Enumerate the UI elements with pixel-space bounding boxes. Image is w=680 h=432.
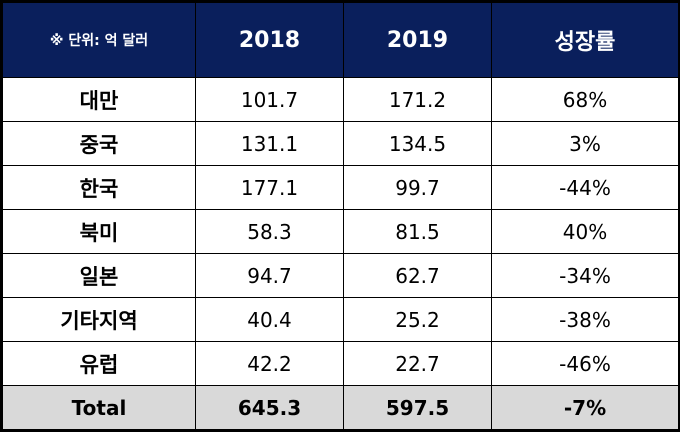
column-header-2018: 2018 <box>195 2 344 78</box>
unit-label: ※ 단위: 억 달러 <box>2 2 196 78</box>
value-2018-cell: 177.1 <box>195 165 344 210</box>
value-2018-cell: 131.1 <box>195 121 344 166</box>
table-row: 유럽 42.2 22.7 -46% <box>2 341 679 386</box>
table-row: 기타지역 40.4 25.2 -38% <box>2 297 679 342</box>
total-row: Total 645.3 597.5 -7% <box>2 385 679 430</box>
value-2018-cell: 94.7 <box>195 253 344 298</box>
column-header-growth: 성장률 <box>491 2 679 78</box>
value-2019-cell: 22.7 <box>343 341 492 386</box>
region-cell: 대만 <box>2 77 196 122</box>
growth-cell: -34% <box>491 253 679 298</box>
table-row: 대만 101.7 171.2 68% <box>2 77 679 122</box>
growth-cell: 3% <box>491 121 679 166</box>
value-2019-cell: 25.2 <box>343 297 492 342</box>
growth-cell: -44% <box>491 165 679 210</box>
table-row: 일본 94.7 62.7 -34% <box>2 253 679 298</box>
region-cell: 기타지역 <box>2 297 196 342</box>
value-2019-cell: 171.2 <box>343 77 492 122</box>
value-2018-cell: 58.3 <box>195 209 344 254</box>
growth-cell: 68% <box>491 77 679 122</box>
region-cell: 한국 <box>2 165 196 210</box>
total-growth-cell: -7% <box>491 385 679 430</box>
region-cell: 중국 <box>2 121 196 166</box>
value-2019-cell: 81.5 <box>343 209 492 254</box>
growth-cell: -38% <box>491 297 679 342</box>
table-row: 한국 177.1 99.7 -44% <box>2 165 679 210</box>
value-2018-cell: 42.2 <box>195 341 344 386</box>
value-2019-cell: 134.5 <box>343 121 492 166</box>
total-2018-cell: 645.3 <box>195 385 344 430</box>
value-2019-cell: 99.7 <box>343 165 492 210</box>
total-label: Total <box>2 385 196 430</box>
header-row: ※ 단위: 억 달러 2018 2019 성장률 <box>2 2 679 78</box>
table-row: 중국 131.1 134.5 3% <box>2 121 679 166</box>
growth-cell: -46% <box>491 341 679 386</box>
region-cell: 북미 <box>2 209 196 254</box>
table-row: 북미 58.3 81.5 40% <box>2 209 679 254</box>
value-2019-cell: 62.7 <box>343 253 492 298</box>
value-2018-cell: 101.7 <box>195 77 344 122</box>
growth-cell: 40% <box>491 209 679 254</box>
value-2018-cell: 40.4 <box>195 297 344 342</box>
column-header-2019: 2019 <box>343 2 492 78</box>
total-2019-cell: 597.5 <box>343 385 492 430</box>
region-cell: 유럽 <box>2 341 196 386</box>
region-cell: 일본 <box>2 253 196 298</box>
